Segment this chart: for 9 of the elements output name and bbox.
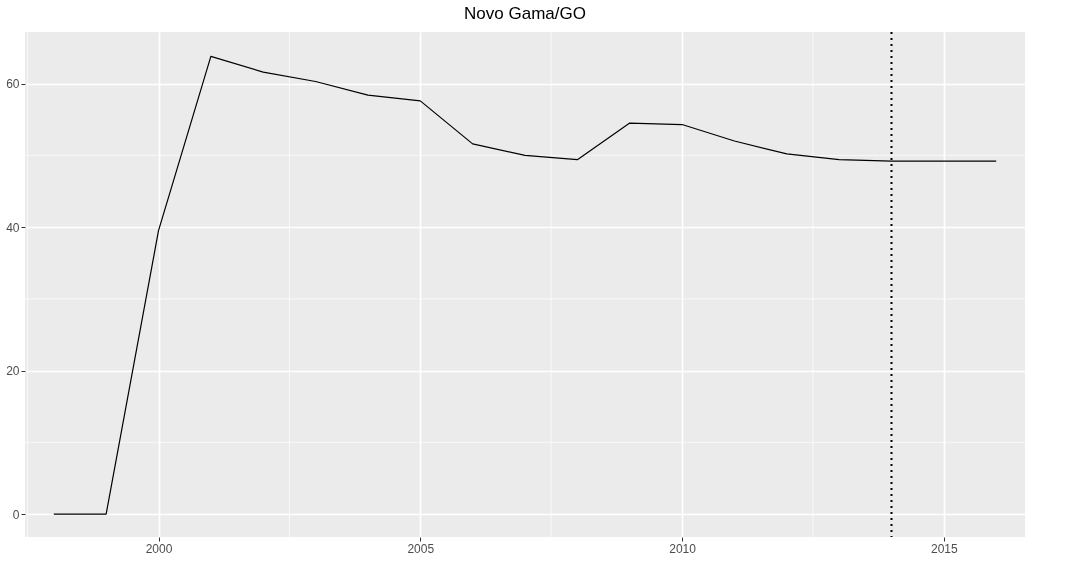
x-tick-label: 2010 xyxy=(669,541,697,556)
y-tick-label: 0 xyxy=(12,507,20,522)
x-tick-label: 2000 xyxy=(145,541,173,556)
y-tick-label: 60 xyxy=(6,77,20,92)
y-tick-label: 40 xyxy=(6,220,20,235)
chart-title: Novo Gama/GO xyxy=(464,4,586,23)
x-tick-label: 2005 xyxy=(407,541,435,556)
x-tick-label: 2015 xyxy=(931,541,959,556)
y-tick-label: 20 xyxy=(6,364,20,379)
